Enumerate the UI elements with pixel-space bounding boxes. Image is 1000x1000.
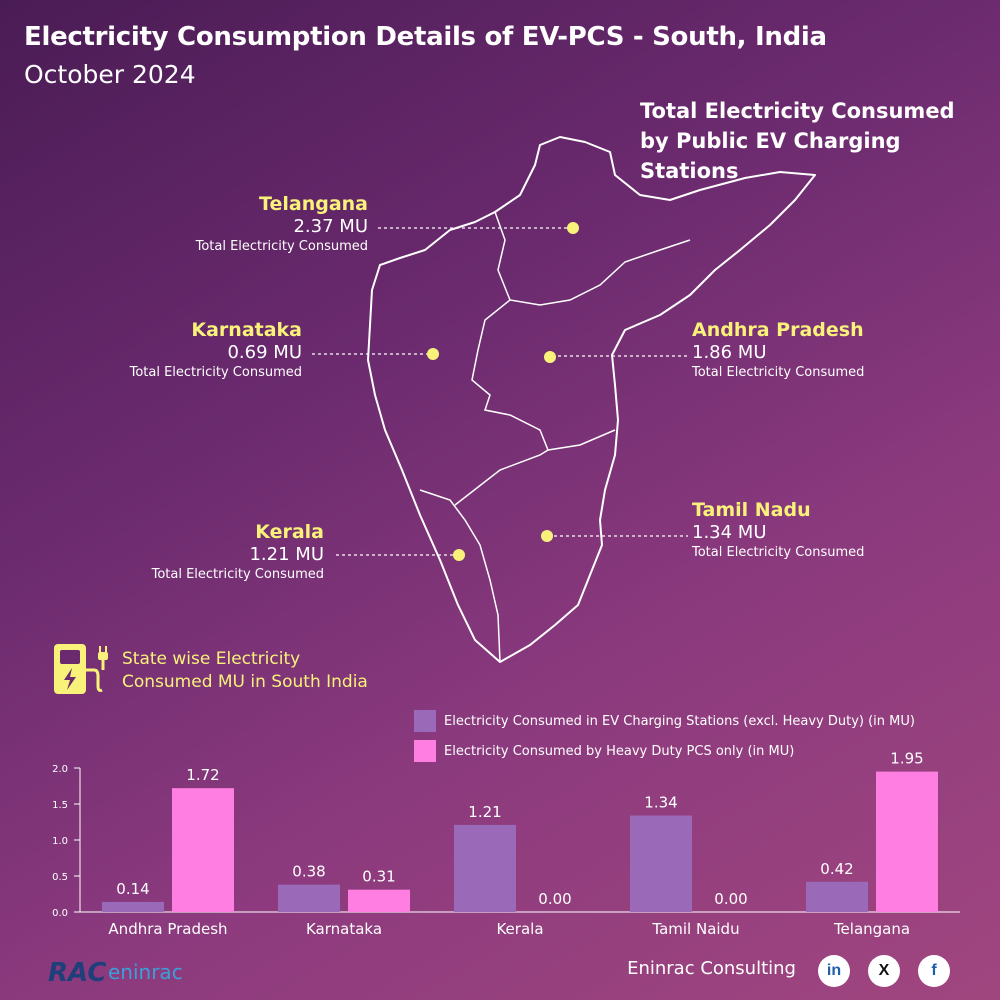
bar-data-label: 1.34 xyxy=(644,794,677,812)
state-desc: Total Electricity Consumed xyxy=(151,567,324,582)
state-desc: Total Electricity Consumed xyxy=(195,239,368,254)
marker-andhra-pradesh xyxy=(544,351,556,363)
marker-tamil-nadu xyxy=(541,530,553,542)
section-title: State wise Electricity Consumed MU in So… xyxy=(122,648,368,694)
marker-karnataka xyxy=(427,348,439,360)
y-tick-label: 0.0 xyxy=(52,908,68,919)
bar-data-label: 0.42 xyxy=(820,860,853,878)
bar-heavy-duty xyxy=(172,788,234,912)
state-label-andhra-pradesh: Andhra Pradesh 1.86 MU Total Electricity… xyxy=(692,318,864,382)
ev-charger-icon xyxy=(54,644,108,694)
chart-bars: 0.14 1.72 0.38 0.31 1.21 0.00 1.34 0.00 0.42 1.95 xyxy=(102,750,938,912)
svg-text:eninrac: eninrac xyxy=(108,960,183,984)
y-tick-label: 1.5 xyxy=(52,800,68,811)
x-twitter-icon[interactable]: X xyxy=(868,955,900,987)
legend-swatch xyxy=(414,740,436,762)
facebook-icon[interactable]: f xyxy=(918,955,950,987)
state-label-karnataka: Karnataka 0.69 MU Total Electricity Cons… xyxy=(130,318,302,382)
section-title-line2: Consumed MU in South India xyxy=(122,672,368,692)
legend-label: Electricity Consumed in EV Charging Stat… xyxy=(444,713,915,729)
footer-brand: Eninrac Consulting xyxy=(627,958,796,979)
svg-text:RAC: RAC xyxy=(48,958,106,988)
bar-ev xyxy=(278,884,340,912)
bar-data-label: 1.95 xyxy=(890,750,923,768)
linkedin-icon[interactable]: in xyxy=(818,955,850,987)
map-caption: Total Electricity Consumed by Public EV … xyxy=(640,99,955,183)
state-value: 1.86 MU xyxy=(692,342,767,363)
x-tick-label: Karnataka xyxy=(306,920,382,938)
border-telangana xyxy=(494,211,691,306)
section-title-line1: State wise Electricity xyxy=(122,649,301,669)
state-value: 1.34 MU xyxy=(692,522,767,543)
marker-telangana xyxy=(567,222,579,234)
map-markers xyxy=(427,222,579,561)
bar-heavy-duty xyxy=(876,771,938,912)
bar-data-label: 1.72 xyxy=(186,766,219,784)
eninrac-logo: RAC eninrac xyxy=(48,958,183,988)
state-value: 1.21 MU xyxy=(249,544,324,565)
bar-ev xyxy=(630,815,692,912)
page-title: Electricity Consumption Details of EV-PC… xyxy=(24,22,827,52)
bar-heavy-duty xyxy=(348,889,410,912)
bar-chart: 0.0 0.5 1.0 1.5 2.0 Andhra Pradesh Karnataka Ke… xyxy=(52,750,960,938)
bar-ev xyxy=(454,824,516,912)
y-tick-label: 1.0 xyxy=(52,836,68,847)
state-desc: Total Electricity Consumed xyxy=(692,365,865,380)
x-tick-label: Tamil Naidu xyxy=(651,920,739,938)
state-label-tamil-nadu: Tamil Nadu 1.34 MU Total Electricity Con… xyxy=(692,498,864,562)
legend-swatch xyxy=(414,710,436,732)
bar-data-label: 0.00 xyxy=(714,890,747,908)
state-label-kerala: Kerala 1.21 MU Total Electricity Consume… xyxy=(152,520,324,584)
x-tick-label: Andhra Pradesh xyxy=(108,920,227,938)
legend-label: Electricity Consumed by Heavy Duty PCS o… xyxy=(444,743,795,759)
map-outline xyxy=(367,136,816,663)
y-tick-label: 2.0 xyxy=(52,764,68,775)
state-name: Tamil Nadu xyxy=(692,499,811,521)
leader-lines xyxy=(312,227,688,556)
bar-data-label: 1.21 xyxy=(468,803,501,821)
state-desc: Total Electricity Consumed xyxy=(692,545,865,560)
page-subtitle: October 2024 xyxy=(24,60,196,89)
bar-data-label: 0.38 xyxy=(292,863,325,881)
legend-item-heavy-duty: Electricity Consumed by Heavy Duty PCS o… xyxy=(414,740,794,762)
state-name: Andhra Pradesh xyxy=(692,319,864,341)
border-kerala xyxy=(419,489,501,663)
state-label-telangana: Telangana 2.37 MU Total Electricity Cons… xyxy=(196,192,368,256)
y-tick-label: 0.5 xyxy=(52,872,68,883)
legend-item-ev: Electricity Consumed in EV Charging Stat… xyxy=(414,710,915,732)
state-name: Kerala xyxy=(255,521,324,543)
south-india-map xyxy=(312,136,816,663)
state-value: 2.37 MU xyxy=(293,216,368,237)
border-karnataka-ap xyxy=(471,299,616,451)
border-tamilnadu xyxy=(454,449,549,506)
state-name: Telangana xyxy=(259,193,368,215)
bar-data-label: 0.31 xyxy=(362,868,395,886)
bar-data-label: 0.14 xyxy=(116,880,149,898)
marker-kerala xyxy=(453,549,465,561)
bar-ev xyxy=(806,881,868,912)
x-tick-label: Telangana xyxy=(833,920,910,938)
bar-data-label: 0.00 xyxy=(538,890,571,908)
state-desc: Total Electricity Consumed xyxy=(129,365,302,380)
state-name: Karnataka xyxy=(191,319,302,341)
x-tick-label: Kerala xyxy=(496,920,543,938)
state-value: 0.69 MU xyxy=(227,342,302,363)
bar-ev xyxy=(102,901,164,912)
